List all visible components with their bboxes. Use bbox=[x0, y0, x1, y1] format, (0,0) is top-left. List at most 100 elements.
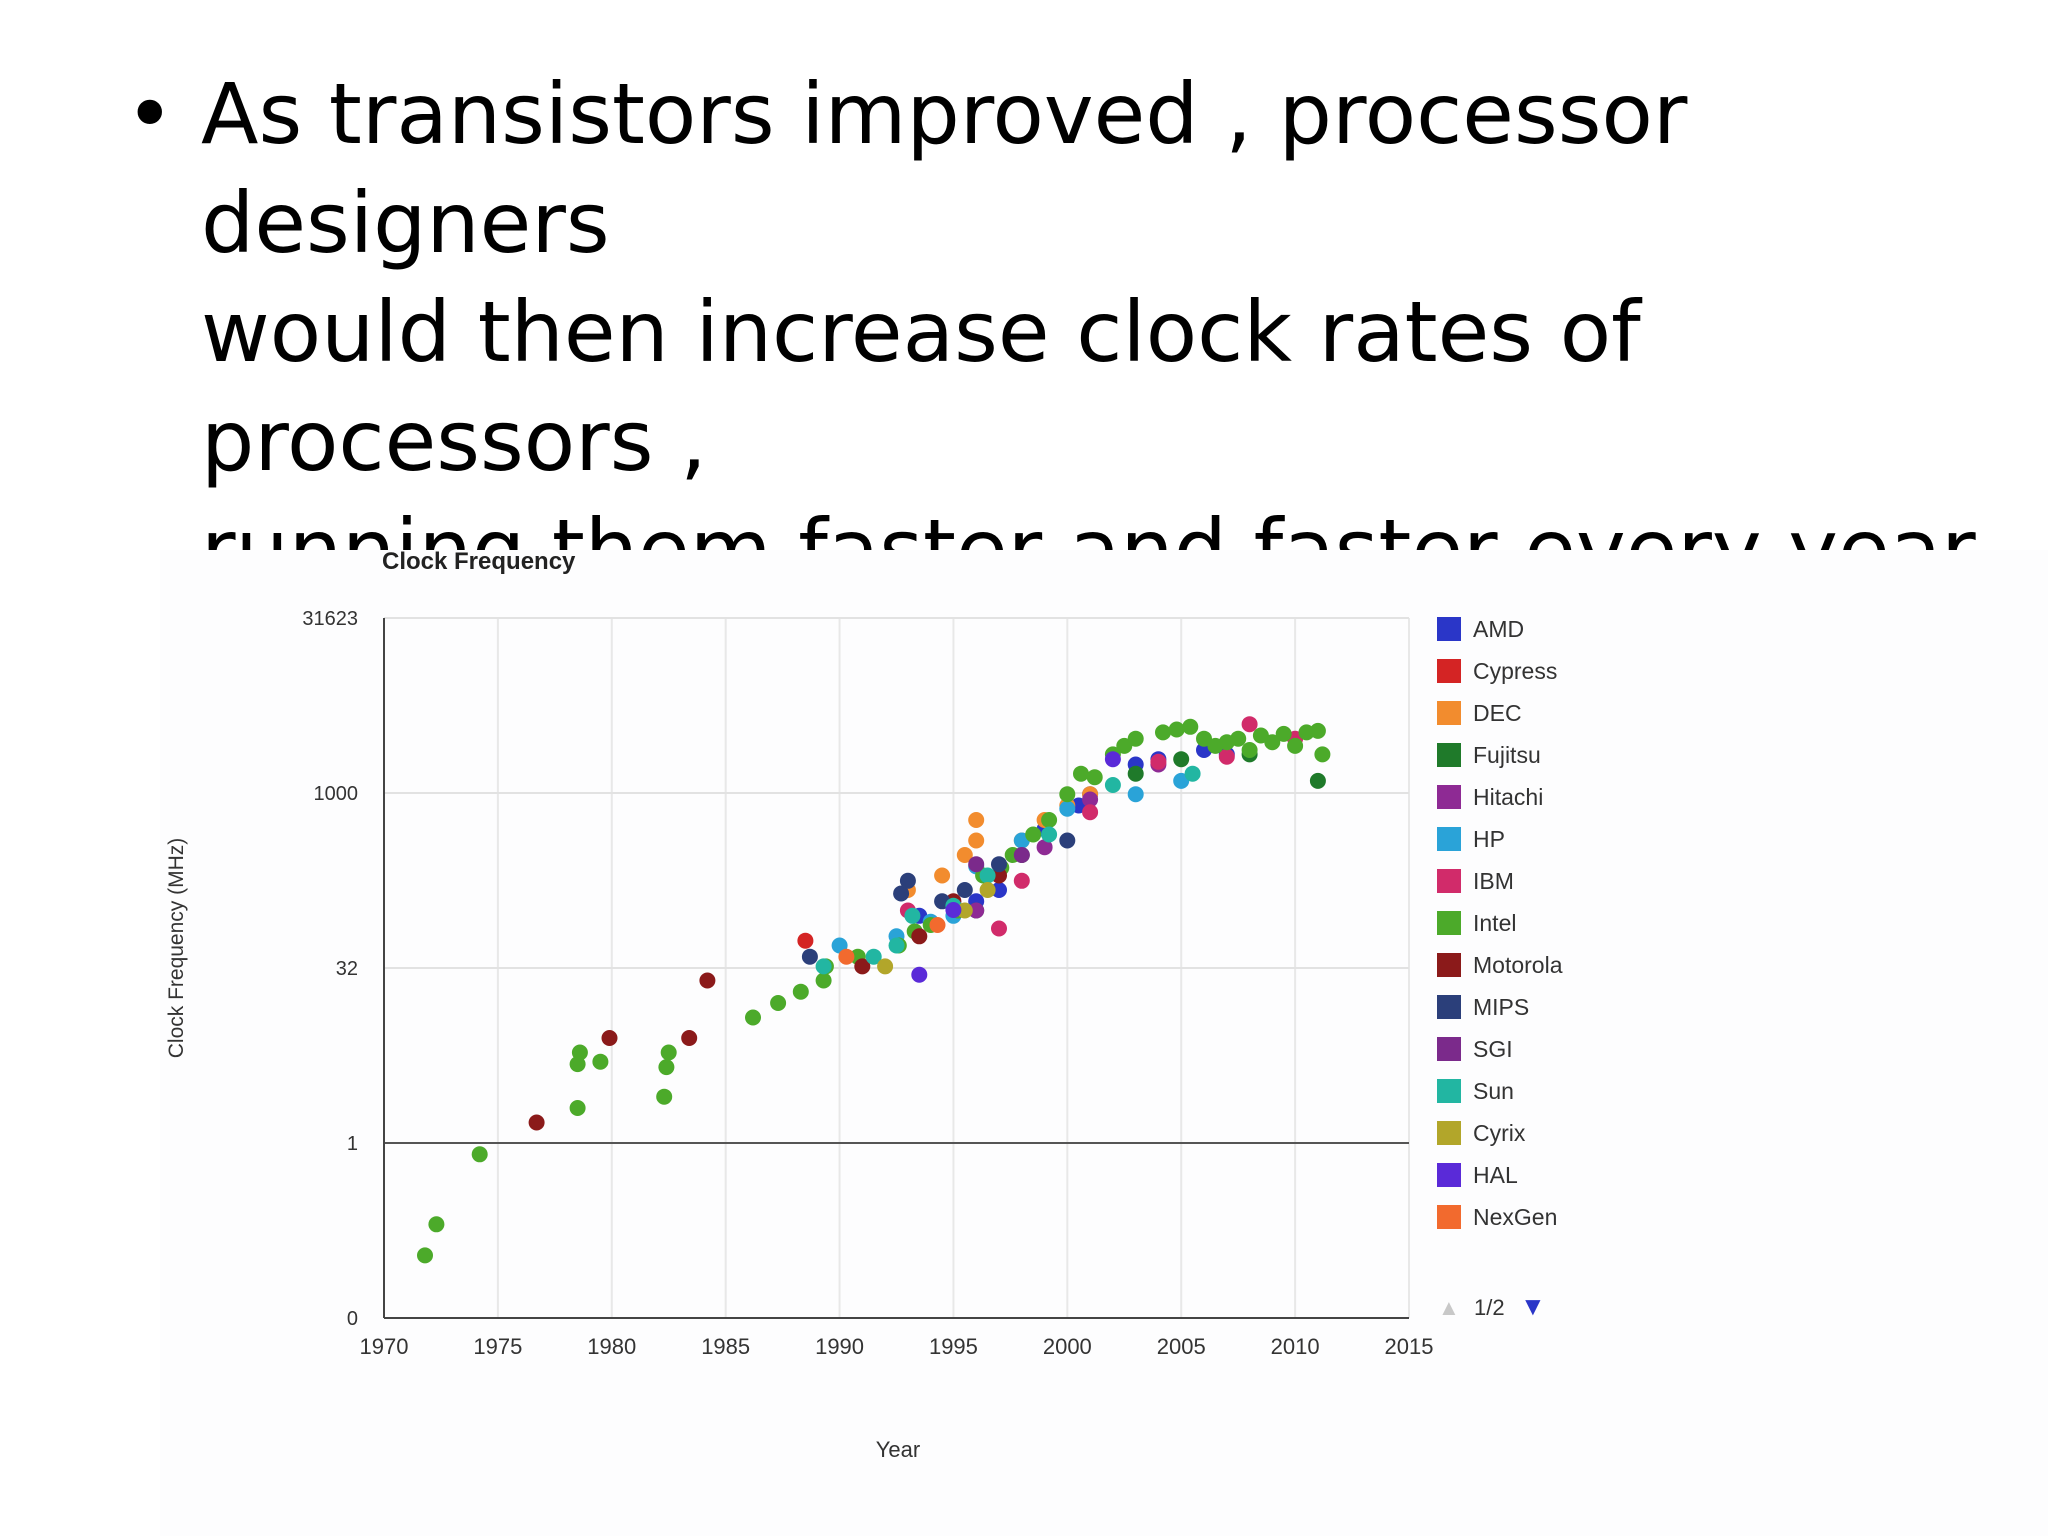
data-point-cyrix bbox=[877, 958, 894, 975]
data-point-intel bbox=[571, 1044, 588, 1061]
legend-swatch-hal bbox=[1437, 1163, 1461, 1187]
grid-lines bbox=[384, 617, 1410, 1318]
data-point-intel bbox=[1241, 742, 1258, 758]
data-point-ibm bbox=[1218, 748, 1235, 765]
x-tick-label: 2000 bbox=[1043, 1334, 1092, 1359]
data-point-sun bbox=[1104, 777, 1121, 793]
data-point-intel bbox=[1059, 786, 1076, 803]
data-point-nexgen bbox=[838, 948, 855, 965]
y-tick-label: 0 bbox=[347, 1308, 358, 1330]
legend-swatch-sgi bbox=[1437, 1037, 1461, 1061]
data-point-sun bbox=[1184, 765, 1201, 782]
data-point-motorola bbox=[991, 867, 1007, 884]
data-point-intel bbox=[569, 1100, 586, 1116]
x-tick-label: 1975 bbox=[473, 1334, 522, 1359]
x-tick-label: 2010 bbox=[1271, 1334, 1320, 1359]
legend-label-motorola: Motorola bbox=[1473, 952, 1563, 978]
y-axis-label: Clock Frequency (MHz) bbox=[165, 838, 188, 1059]
legend-prev-icon[interactable]: ▲ bbox=[1438, 1295, 1460, 1320]
legend-pager[interactable]: ▲ 1/2 ▼ bbox=[1438, 1291, 1546, 1321]
data-point-intel bbox=[1116, 737, 1133, 754]
data-point-intel bbox=[592, 1053, 609, 1070]
data-point-sgi bbox=[968, 856, 985, 873]
legend-swatch-hp bbox=[1437, 827, 1461, 851]
data-point-intel bbox=[745, 1009, 761, 1026]
legend-swatch-mips bbox=[1437, 995, 1461, 1019]
x-tick-label: 1970 bbox=[360, 1334, 409, 1359]
x-tick-label: 1990 bbox=[815, 1334, 864, 1359]
data-point-intel bbox=[1287, 737, 1304, 754]
data-point-intel bbox=[1073, 765, 1089, 782]
data-point-ibm bbox=[1013, 872, 1030, 889]
x-tick-label: 2015 bbox=[1385, 1334, 1434, 1359]
y-tick-label: 31623 bbox=[302, 608, 358, 630]
legend-swatch-amd bbox=[1437, 617, 1461, 641]
data-point-cyrix bbox=[956, 902, 973, 919]
data-point-mips bbox=[1059, 832, 1076, 849]
data-point-nexgen bbox=[929, 917, 946, 933]
bullet-line-2: would then increase clock rates of proce… bbox=[201, 283, 1641, 490]
data-point-fujitsu bbox=[1127, 765, 1144, 782]
data-point-dec bbox=[968, 812, 985, 828]
data-point-intel bbox=[417, 1247, 433, 1264]
data-points bbox=[417, 716, 1331, 1264]
legend-label-hal: HAL bbox=[1473, 1162, 1518, 1188]
data-point-intel bbox=[815, 972, 832, 989]
data-point-mips bbox=[893, 885, 910, 902]
legend-next-icon[interactable]: ▼ bbox=[1520, 1291, 1546, 1321]
data-point-mips bbox=[801, 948, 818, 965]
data-point-hp bbox=[1059, 800, 1076, 817]
data-point-motorola bbox=[854, 958, 871, 975]
legend-label-intel: Intel bbox=[1473, 910, 1516, 936]
legend-label-cypress: Cypress bbox=[1473, 658, 1557, 684]
x-tick-label: 1995 bbox=[929, 1334, 978, 1359]
data-point-sun bbox=[904, 907, 921, 924]
chart-panel bbox=[160, 550, 2048, 1536]
data-point-mips bbox=[956, 882, 973, 898]
data-point-motorola bbox=[911, 928, 928, 945]
data-point-sun bbox=[815, 958, 832, 975]
legend-swatch-cypress bbox=[1437, 659, 1461, 683]
data-point-intel bbox=[1230, 730, 1247, 747]
data-point-ibm bbox=[1241, 716, 1258, 733]
data-point-fujitsu bbox=[1173, 751, 1190, 768]
data-point-intel bbox=[770, 995, 787, 1011]
data-point-sun bbox=[865, 948, 882, 965]
legend-swatch-motorola bbox=[1437, 953, 1461, 977]
data-point-intel bbox=[1275, 725, 1292, 742]
data-point-hitachi bbox=[1082, 791, 1099, 808]
data-point-intel bbox=[471, 1146, 488, 1163]
legend-swatch-fujitsu bbox=[1437, 743, 1461, 767]
data-point-sun bbox=[1041, 826, 1058, 843]
legend-label-sun: Sun bbox=[1473, 1078, 1514, 1104]
bullet-line-1: As transistors improved , processor desi… bbox=[201, 65, 1688, 272]
data-point-intel bbox=[792, 983, 809, 1000]
legend-label-sgi: SGI bbox=[1473, 1036, 1513, 1062]
bullet-symbol: • bbox=[125, 65, 175, 163]
data-point-intel bbox=[1086, 769, 1103, 786]
data-point-dec bbox=[968, 832, 985, 849]
data-point-mips bbox=[899, 872, 916, 889]
x-tick-label: 1980 bbox=[587, 1334, 636, 1359]
data-point-motorola bbox=[601, 1030, 618, 1046]
data-point-ibm bbox=[991, 920, 1007, 937]
data-point-fujitsu bbox=[1309, 772, 1326, 789]
y-tick-label: 1 bbox=[347, 1133, 358, 1155]
data-point-intel bbox=[1264, 734, 1281, 751]
data-point-dec bbox=[934, 867, 951, 884]
data-point-intel bbox=[428, 1216, 445, 1233]
data-point-sun bbox=[979, 867, 996, 884]
legend-swatch-cyrix bbox=[1437, 1121, 1461, 1145]
legend-label-amd: AMD bbox=[1473, 616, 1524, 642]
data-point-intel bbox=[656, 1088, 673, 1105]
legend-swatch-hitachi bbox=[1437, 785, 1461, 809]
data-point-amd bbox=[991, 882, 1007, 898]
axes: 1970 1975 1980 1985 1990 1995 2000 2005 2010 2015… bbox=[302, 608, 1433, 1359]
data-point-intel bbox=[1196, 730, 1212, 747]
legend-swatch-ibm bbox=[1437, 869, 1461, 893]
data-point-sgi bbox=[1013, 847, 1030, 863]
data-point-motorola bbox=[699, 972, 716, 989]
data-point-sun bbox=[888, 937, 905, 954]
legend-label-dec: DEC bbox=[1473, 700, 1522, 726]
data-point-intel bbox=[1309, 722, 1326, 739]
